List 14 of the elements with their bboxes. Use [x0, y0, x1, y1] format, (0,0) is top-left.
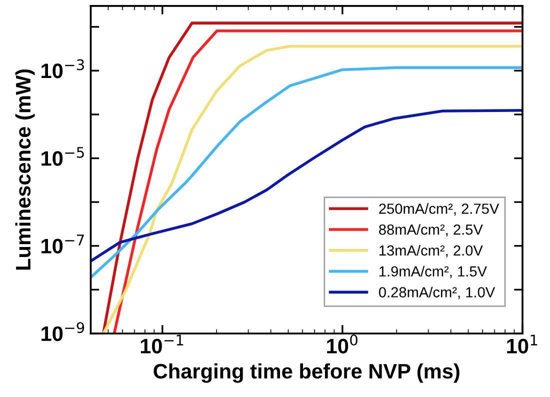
- y-tick-label: 10$^{−7}$: [42, 234, 84, 254]
- legend-label: 13mA/cm², 2.0V: [380, 244, 483, 258]
- legend-label: 250mA/cm², 2.75V: [379, 203, 500, 216]
- y-axis-title: Luminescence (mW): [15, 69, 35, 270]
- legend-label: 88mA/cm², 2.5V: [379, 224, 483, 237]
- y-tick-label: 10$^{−9}$: [42, 322, 84, 342]
- legend-label: 1.9mA/cm², 1.5V: [380, 266, 487, 278]
- x-tick-label: 10$^{1}$: [507, 334, 538, 354]
- x-axis-title: Charging time before NVP (ms): [154, 363, 460, 383]
- x-tick-label: 10$^{0}$: [327, 334, 358, 354]
- y-tick-label: 10$^{−3}$: [42, 59, 84, 78]
- legend-label: 0.28mA/cm², 1.0V: [378, 286, 496, 300]
- x-tick-label: 10$^{−1}$: [140, 334, 184, 354]
- y-tick-label: 10$^{−5}$: [42, 147, 84, 166]
